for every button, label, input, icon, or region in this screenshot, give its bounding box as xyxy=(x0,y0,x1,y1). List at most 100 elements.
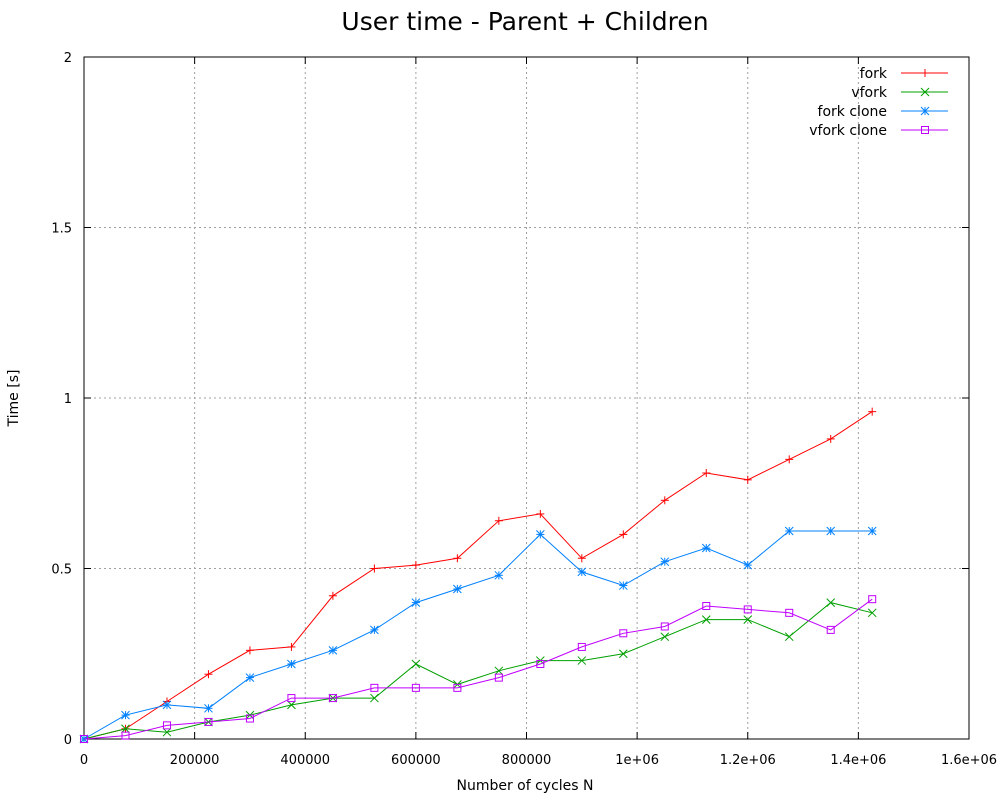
data-point xyxy=(494,666,504,676)
data-point xyxy=(702,602,711,611)
data-point xyxy=(411,561,420,570)
data-point xyxy=(453,584,462,594)
data-point xyxy=(328,591,337,600)
axis-ticks: 0 200000 400000 600000 800000 1e+06 1.2e+06 1.4… xyxy=(51,51,997,768)
data-point xyxy=(577,567,587,577)
data-point xyxy=(619,629,628,638)
y-axis-label: Time [s] xyxy=(6,370,22,428)
data-point xyxy=(121,731,130,740)
data-point xyxy=(660,622,669,631)
data-point xyxy=(204,717,213,726)
data-point xyxy=(826,598,836,607)
legend-marker xyxy=(921,126,929,134)
data-point xyxy=(162,700,172,710)
data-point xyxy=(204,703,213,713)
series-line xyxy=(83,602,873,740)
legend-marker xyxy=(920,106,930,116)
series-vfork xyxy=(79,598,877,744)
data-point xyxy=(701,615,711,625)
data-point xyxy=(162,721,171,730)
data-point xyxy=(121,724,130,734)
data-point xyxy=(743,615,753,625)
data-point xyxy=(743,605,752,614)
plot-frame xyxy=(83,56,970,740)
data-point xyxy=(245,646,254,655)
data-point xyxy=(494,673,503,682)
data-point xyxy=(660,557,670,567)
data-point xyxy=(536,509,545,518)
data-point xyxy=(328,645,338,655)
data-point xyxy=(867,526,877,536)
series-vfork-clone xyxy=(80,595,877,743)
data-point xyxy=(80,735,88,743)
series-line xyxy=(83,530,873,740)
x-tick-label: 800000 xyxy=(502,753,552,768)
data-point xyxy=(577,656,587,665)
data-point xyxy=(370,683,379,692)
y-tick-label: 1.5 xyxy=(51,222,72,237)
data-point xyxy=(535,530,545,539)
data-point xyxy=(660,496,669,505)
series-fork xyxy=(80,407,877,743)
data-point xyxy=(162,727,172,737)
data-point xyxy=(370,564,379,573)
x-tick-label: 1.4e+06 xyxy=(830,753,886,768)
x-tick-label: 0 xyxy=(80,753,88,768)
x-tick-label: 200000 xyxy=(170,753,220,768)
series-layer xyxy=(79,407,877,744)
series-line xyxy=(83,411,873,740)
legend-label: fork xyxy=(860,66,888,82)
data-point xyxy=(743,560,753,570)
data-point xyxy=(701,543,711,553)
data-point xyxy=(702,469,711,478)
data-point xyxy=(577,554,586,563)
data-point xyxy=(370,693,379,703)
data-point xyxy=(743,475,752,484)
data-point xyxy=(618,581,628,590)
data-point xyxy=(536,659,545,668)
data-point xyxy=(868,595,877,604)
data-point xyxy=(785,608,794,617)
data-point xyxy=(411,659,421,669)
x-tick-label: 400000 xyxy=(280,753,330,768)
data-point xyxy=(826,434,835,443)
data-point xyxy=(619,530,628,539)
data-point xyxy=(826,526,836,536)
legend-marker xyxy=(920,87,930,97)
data-point xyxy=(453,554,462,563)
data-point xyxy=(867,608,877,618)
data-point xyxy=(494,570,504,580)
series-line xyxy=(83,598,873,740)
legend-marker xyxy=(921,69,929,77)
legend-label: fork clone xyxy=(818,104,887,120)
data-point xyxy=(494,516,503,525)
y-tick-label: 0.5 xyxy=(51,563,72,578)
y-tick-label: 0 xyxy=(64,733,72,748)
data-point xyxy=(287,659,296,669)
y-tick-label: 2 xyxy=(64,51,72,66)
data-point xyxy=(784,526,794,536)
data-point xyxy=(328,694,337,703)
legend: fork vfork fork clone vfork clone xyxy=(809,66,948,139)
x-tick-label: 600000 xyxy=(391,753,441,768)
data-point xyxy=(785,455,794,464)
x-tick-label: 1e+06 xyxy=(615,753,659,768)
data-point xyxy=(868,407,877,416)
data-point xyxy=(660,632,670,642)
data-point xyxy=(411,683,420,692)
data-point xyxy=(370,625,379,635)
x-tick-label: 1.2e+06 xyxy=(720,753,776,768)
x-tick-label: 1.6e+06 xyxy=(941,753,997,768)
x-axis-label: Number of cycles N xyxy=(456,778,593,794)
data-point xyxy=(618,649,628,659)
chart-title: User time - Parent + Children xyxy=(341,7,708,36)
data-point xyxy=(411,598,421,607)
data-point xyxy=(577,642,586,651)
legend-label: vfork xyxy=(851,85,888,101)
data-point xyxy=(287,642,296,651)
grid-lines xyxy=(84,57,969,739)
data-point xyxy=(287,700,296,710)
series-fork-clone xyxy=(79,526,877,744)
y-tick-label: 1 xyxy=(64,392,72,407)
